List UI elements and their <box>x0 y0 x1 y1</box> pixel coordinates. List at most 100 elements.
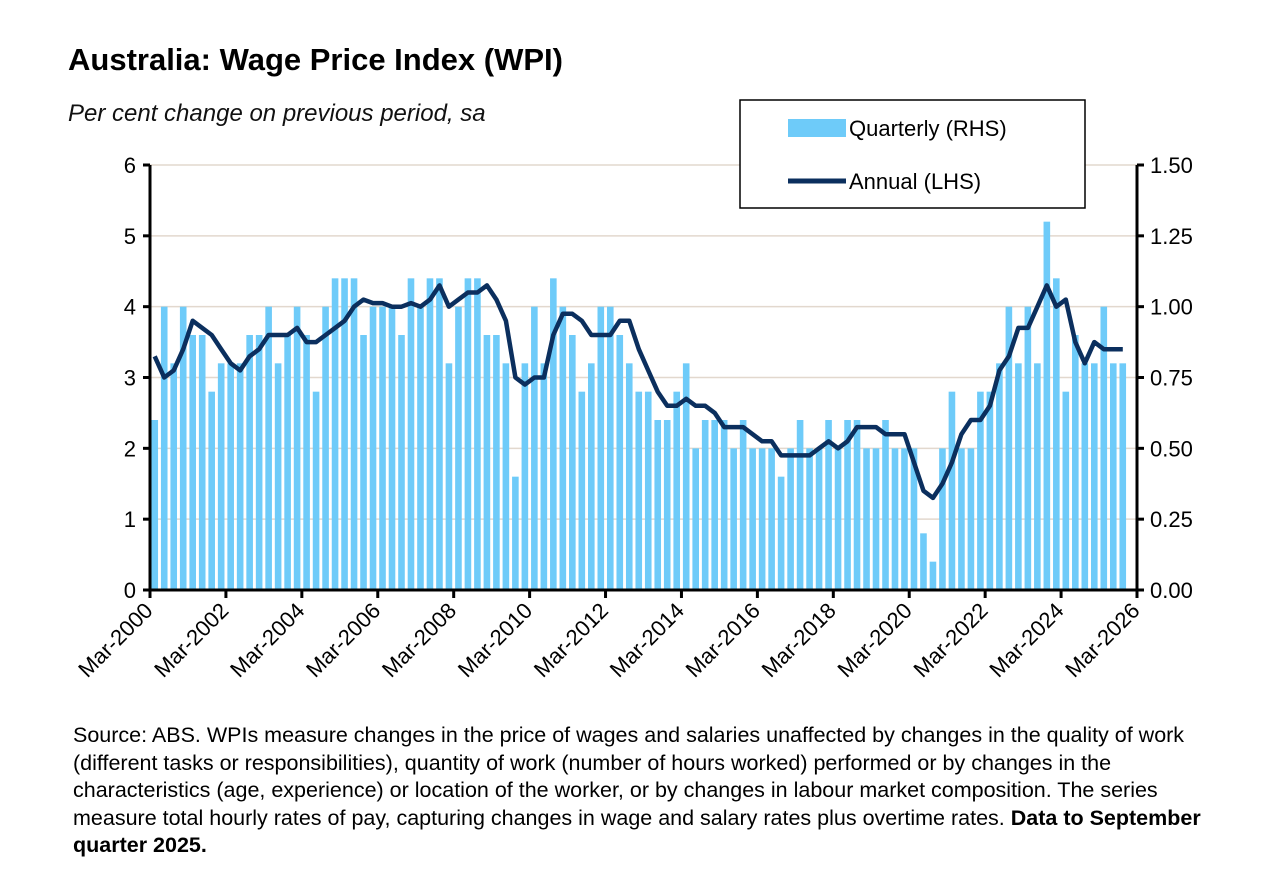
y-left-tick-label: 2 <box>124 436 136 461</box>
bar-quarterly <box>644 391 652 590</box>
bar-quarterly <box>540 363 548 590</box>
bar-quarterly <box>616 335 624 590</box>
bar-quarterly <box>749 448 756 590</box>
y-right-tick-label: 0.25 <box>1150 507 1193 532</box>
bar-quarterly <box>758 448 766 590</box>
bar-quarterly <box>493 335 500 590</box>
bar-quarterly <box>815 448 823 590</box>
bar-quarterly <box>227 363 234 590</box>
x-tick-label: Mar-2006 <box>301 598 385 682</box>
bar-quarterly <box>1072 335 1079 590</box>
bar-quarterly <box>806 448 813 590</box>
bar-quarterly <box>834 448 842 590</box>
y-left-tick-label: 3 <box>124 366 136 391</box>
bar-quarterly <box>739 420 747 590</box>
bar-quarterly <box>179 306 187 590</box>
bar-quarterly <box>853 420 861 590</box>
bar-quarterly <box>1005 306 1013 590</box>
bar-quarterly <box>284 335 291 590</box>
x-tick-label: Mar-2000 <box>73 598 157 682</box>
bar-quarterly <box>597 306 605 590</box>
y-right-tick-label: 0.00 <box>1150 578 1193 603</box>
y-left-tick-label: 4 <box>124 295 136 320</box>
bar-quarterly <box>531 306 538 590</box>
bar-quarterly <box>796 420 804 590</box>
bar-quarterly <box>417 306 424 590</box>
bar-quarterly <box>151 420 159 590</box>
bar-quarterly <box>920 533 927 590</box>
y-right-tick-label: 1.25 <box>1150 224 1193 249</box>
bar-quarterly <box>217 363 225 590</box>
chart-subtitle: Per cent change on previous period, sa <box>68 100 486 127</box>
bar-quarterly <box>996 363 1003 590</box>
bar-quarterly <box>588 363 595 590</box>
bar-quarterly <box>341 278 348 590</box>
y-left-tick-label: 5 <box>124 224 136 249</box>
bar-quarterly <box>246 335 253 590</box>
bar-quarterly <box>312 391 320 590</box>
bar-quarterly <box>550 278 557 590</box>
bar-quarterly <box>464 278 472 590</box>
y-right-tick-label: 0.75 <box>1150 366 1193 391</box>
bar-quarterly <box>1119 363 1127 590</box>
bar-quarterly <box>255 335 263 590</box>
bar-quarterly <box>578 391 586 590</box>
x-tick-label: Mar-2012 <box>529 598 613 682</box>
bar-quarterly <box>208 391 215 590</box>
bar-quarterly <box>863 448 870 590</box>
bar-quarterly <box>939 448 946 590</box>
bar-quarterly <box>407 278 415 590</box>
bar-quarterly <box>606 306 614 590</box>
bar-quarterly <box>360 335 367 590</box>
bar-quarterly <box>777 476 785 590</box>
bar-quarterly <box>455 306 462 590</box>
bar-quarterly <box>521 363 529 590</box>
x-tick-label: Mar-2016 <box>681 598 765 682</box>
legend: Quarterly (RHS) Annual (LHS) <box>739 99 1086 209</box>
bar-quarterly <box>891 448 899 590</box>
y-left-tick-label: 1 <box>124 507 136 532</box>
footnote: Source: ABS. WPIs measure changes in the… <box>73 722 1233 860</box>
bar-quarterly <box>768 448 775 590</box>
x-tick-label: Mar-2018 <box>757 598 841 682</box>
bar-quarterly <box>730 448 737 590</box>
bar-quarterly <box>910 448 918 590</box>
x-tick-label: Mar-2026 <box>1060 598 1144 682</box>
bar-quarterly <box>502 363 510 590</box>
bar-quarterly <box>322 306 329 590</box>
bar-quarterly <box>1024 306 1032 590</box>
bar-quarterly <box>445 363 453 590</box>
bar-quarterly <box>1043 221 1051 590</box>
bar-quarterly <box>388 306 396 590</box>
bar-quarterly <box>1015 363 1022 590</box>
bar-quarterly <box>635 391 643 590</box>
bar-quarterly <box>293 306 301 590</box>
bar-quarterly <box>948 391 956 590</box>
bar-quarterly <box>189 335 197 590</box>
bar-quarterly <box>882 420 889 590</box>
y-left-tick-label: 6 <box>124 153 136 178</box>
legend-swatch-quarterly <box>788 119 846 137</box>
bar-quarterly <box>986 391 994 590</box>
bar-quarterly <box>692 448 699 590</box>
bar-quarterly <box>474 278 481 590</box>
bar-quarterly <box>673 391 681 590</box>
chart-title: Australia: Wage Price Index (WPI) <box>68 42 563 77</box>
bar-quarterly <box>274 363 282 590</box>
footnote-text: Source: ABS. WPIs measure changes in the… <box>73 723 1185 830</box>
bar-quarterly <box>625 363 633 590</box>
legend-label-quarterly: Quarterly (RHS) <box>849 116 1007 141</box>
bar-quarterly <box>436 278 443 590</box>
bar-quarterly <box>787 448 794 590</box>
bar-quarterly <box>720 420 728 590</box>
x-tick-label: Mar-2004 <box>225 598 309 682</box>
bar-quarterly <box>929 561 937 590</box>
bar-quarterly <box>711 420 718 590</box>
bar-quarterly <box>1100 306 1108 590</box>
bar-quarterly <box>426 278 434 590</box>
bar-quarterly <box>569 335 576 590</box>
bar-quarterly <box>331 278 339 590</box>
bar-quarterly <box>663 420 671 590</box>
x-tick-label: Mar-2008 <box>377 598 461 682</box>
